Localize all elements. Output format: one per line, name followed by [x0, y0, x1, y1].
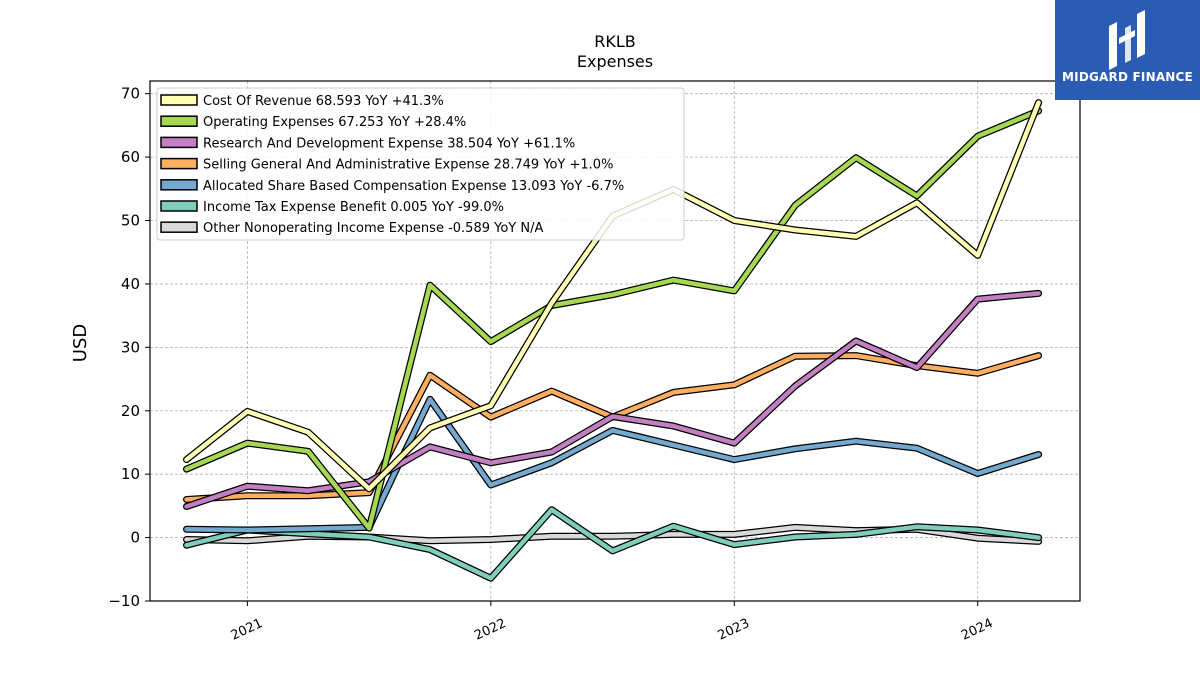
y-tick-label: 0: [130, 529, 140, 547]
y-tick-label: 20: [121, 402, 140, 420]
x-tick-label: 2021: [229, 616, 265, 644]
x-tick-label: 2022: [472, 616, 508, 644]
legend-entry: Research And Development Expense 38.504 …: [203, 136, 575, 151]
series-line: [184, 397, 1041, 533]
legend-box: [156, 87, 685, 241]
x-tick-label: 2023: [716, 616, 752, 644]
legend-swatch: [160, 179, 198, 191]
chart-subtitle: Expenses: [577, 52, 653, 71]
y-tick-label: 70: [121, 85, 140, 103]
series-c27fc2: [183, 289, 1043, 510]
series-line: [184, 291, 1041, 509]
series-line: [184, 507, 1041, 581]
logo-mark-icon: [1109, 10, 1145, 70]
legend-swatch: [160, 221, 198, 233]
legend-entry: Cost Of Revenue 68.593 YoY +41.3%: [203, 94, 444, 109]
legend: Cost Of Revenue 68.593 YoY +41.3% Operati…: [156, 87, 685, 241]
series-line: [184, 108, 1041, 531]
series-a6d854: [183, 107, 1043, 532]
legend-entry: Selling General And Administrative Expen…: [203, 158, 613, 173]
y-tick-label: 60: [121, 148, 140, 166]
series-layer: [183, 99, 1043, 582]
series-74a9cf: [183, 395, 1043, 534]
series-outline: [183, 506, 1043, 582]
plot-frame: [149, 80, 1081, 602]
y-axis-label: USD: [70, 324, 91, 362]
legend-entry: Allocated Share Based Compensation Expen…: [203, 179, 624, 194]
y-tick-label: 50: [121, 212, 140, 230]
legend-entry: Other Nonoperating Income Expense -0.589…: [203, 221, 543, 236]
y-tick-label: 10: [121, 465, 140, 483]
chart-title: RKLB: [594, 32, 636, 51]
midgard-finance-logo: MIDGARD FINANCE: [1055, 0, 1200, 100]
y-tick-label: 30: [121, 338, 140, 356]
x-tick-label: 2024: [959, 616, 995, 644]
legend-swatch: [160, 200, 198, 212]
y-tick-label: 40: [121, 275, 140, 293]
legend-swatch: [160, 136, 198, 149]
logo-brand-text: MIDGARD FINANCE: [1062, 70, 1193, 84]
legend-entry: Operating Expenses 67.253 YoY +28.4%: [203, 115, 466, 130]
legend-swatch: [160, 115, 198, 127]
legend-swatch: [160, 94, 198, 106]
series-7fcdbb: [183, 506, 1043, 582]
y-tick-label: −10: [108, 592, 140, 610]
legend-entry: Income Tax Expense Benefit 0.005 YoY -99…: [203, 200, 504, 215]
legend-swatch: [160, 157, 198, 170]
